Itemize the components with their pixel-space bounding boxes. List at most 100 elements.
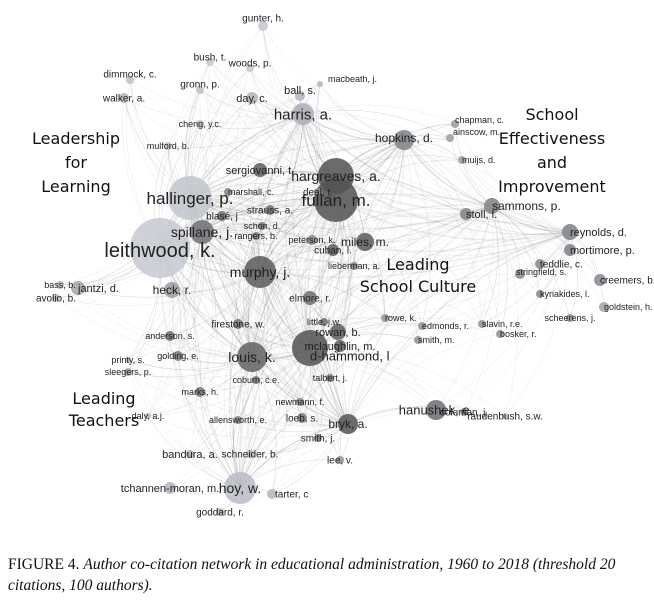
co-citation-edge bbox=[239, 409, 437, 489]
author-label: rangers, b. bbox=[234, 231, 277, 241]
co-citation-edge bbox=[201, 231, 386, 319]
co-citation-edge bbox=[259, 271, 349, 425]
author-node bbox=[317, 81, 323, 87]
author-node bbox=[56, 281, 64, 289]
co-citation-edge bbox=[335, 175, 571, 235]
figure-caption: FIGURE 4. Author co-citation network in … bbox=[8, 554, 648, 596]
co-citation-edge bbox=[55, 297, 253, 358]
co-citation-edge bbox=[335, 199, 571, 241]
co-citation-edge bbox=[491, 205, 601, 281]
author-node bbox=[327, 244, 339, 256]
author-label: schneider, b. bbox=[222, 450, 279, 461]
co-citation-edge bbox=[189, 271, 261, 455]
author-label: stringfield, s. bbox=[516, 267, 567, 277]
co-citation-edge bbox=[335, 175, 483, 325]
co-citation-edge bbox=[251, 355, 465, 413]
co-citation-edge bbox=[59, 271, 261, 298]
co-citation-edge bbox=[169, 335, 349, 425]
node-layer bbox=[52, 21, 609, 516]
author-label: slavin, r.e. bbox=[482, 319, 523, 329]
author-label: rowan, b. bbox=[315, 327, 360, 339]
author-node bbox=[164, 142, 172, 150]
co-citation-edge bbox=[384, 205, 493, 319]
author-node bbox=[562, 224, 578, 240]
co-citation-edge bbox=[123, 97, 304, 124]
co-citation-edge bbox=[244, 225, 263, 358]
co-citation-edge bbox=[159, 247, 241, 489]
author-label: peterson, k. bbox=[288, 235, 335, 245]
co-citation-edge bbox=[259, 204, 493, 273]
co-citation-edge bbox=[129, 79, 337, 177]
author-label: hallinger, p. bbox=[147, 189, 234, 208]
author-node bbox=[292, 103, 314, 125]
author-label: sammons, p. bbox=[492, 199, 561, 213]
co-citation-edge bbox=[189, 25, 264, 199]
author-node bbox=[125, 357, 131, 363]
co-citation-edge bbox=[201, 95, 301, 233]
author-label: tarter, c bbox=[275, 490, 308, 501]
author-node bbox=[451, 120, 459, 128]
co-citation-edge bbox=[127, 231, 203, 361]
author-label: bosker, r. bbox=[500, 329, 537, 339]
co-citation-edge bbox=[169, 231, 203, 337]
co-citation-edge bbox=[364, 205, 493, 243]
co-citation-edge bbox=[189, 231, 217, 455]
co-citation-edge bbox=[239, 347, 311, 489]
co-citation-edge bbox=[201, 231, 341, 347]
co-citation-edge bbox=[417, 231, 571, 341]
co-citation-edge bbox=[207, 61, 261, 273]
co-citation-edge bbox=[127, 231, 203, 373]
co-citation-edge bbox=[461, 159, 571, 233]
author-label: spillane, j. bbox=[171, 224, 233, 240]
co-citation-edge bbox=[335, 199, 501, 335]
co-citation-edge bbox=[201, 191, 319, 233]
co-citation-edge bbox=[129, 79, 304, 118]
co-citation-edge bbox=[251, 249, 334, 358]
co-citation-edge bbox=[347, 317, 386, 425]
co-citation-edge bbox=[229, 113, 304, 489]
author-label: fullan, m. bbox=[302, 191, 371, 210]
author-node bbox=[334, 340, 346, 352]
co-citation-edge bbox=[199, 123, 261, 273]
author-label: avolio, b. bbox=[36, 294, 76, 305]
author-node bbox=[126, 76, 134, 84]
co-citation-edge bbox=[403, 139, 432, 327]
author-label: goddard, r. bbox=[196, 508, 244, 519]
co-citation-edge bbox=[435, 205, 494, 411]
co-citation-edge bbox=[177, 199, 337, 357]
co-citation-edge bbox=[309, 139, 405, 299]
co-citation-edge bbox=[262, 25, 337, 177]
author-node bbox=[326, 374, 334, 382]
co-citation-edge bbox=[251, 199, 337, 358]
author-node bbox=[258, 222, 266, 230]
co-citation-edge bbox=[201, 225, 313, 241]
co-citation-edge bbox=[417, 205, 493, 341]
co-citation-edge bbox=[353, 139, 405, 267]
co-citation-edge bbox=[319, 83, 405, 141]
author-node bbox=[307, 235, 317, 245]
author-label: hanushek, e. bbox=[399, 403, 473, 418]
co-citation-edge bbox=[335, 175, 541, 265]
author-label: louis, k. bbox=[228, 349, 275, 365]
co-citation-edge bbox=[364, 139, 405, 243]
co-citation-edge bbox=[239, 317, 386, 489]
co-citation-edge bbox=[569, 231, 605, 308]
co-citation-edge bbox=[239, 231, 571, 489]
co-citation-edge bbox=[403, 139, 501, 335]
co-citation-edge bbox=[239, 297, 311, 489]
author-node bbox=[265, 205, 275, 215]
co-citation-edge bbox=[223, 323, 241, 489]
author-node bbox=[458, 156, 466, 164]
co-citation-edge bbox=[309, 347, 465, 413]
co-citation-edge bbox=[364, 231, 571, 256]
author-label: goldstein, h. bbox=[604, 302, 653, 312]
co-citation-edge bbox=[384, 231, 571, 319]
co-citation-edge bbox=[177, 231, 205, 357]
author-label: jantzi, d. bbox=[77, 283, 119, 295]
author-label: muijs, d. bbox=[462, 155, 496, 165]
author-label: anderson, s. bbox=[145, 331, 195, 341]
co-citation-edge bbox=[435, 231, 571, 411]
co-citation-edge bbox=[251, 317, 386, 358]
author-node bbox=[246, 64, 254, 72]
co-citation-edge bbox=[147, 347, 311, 417]
